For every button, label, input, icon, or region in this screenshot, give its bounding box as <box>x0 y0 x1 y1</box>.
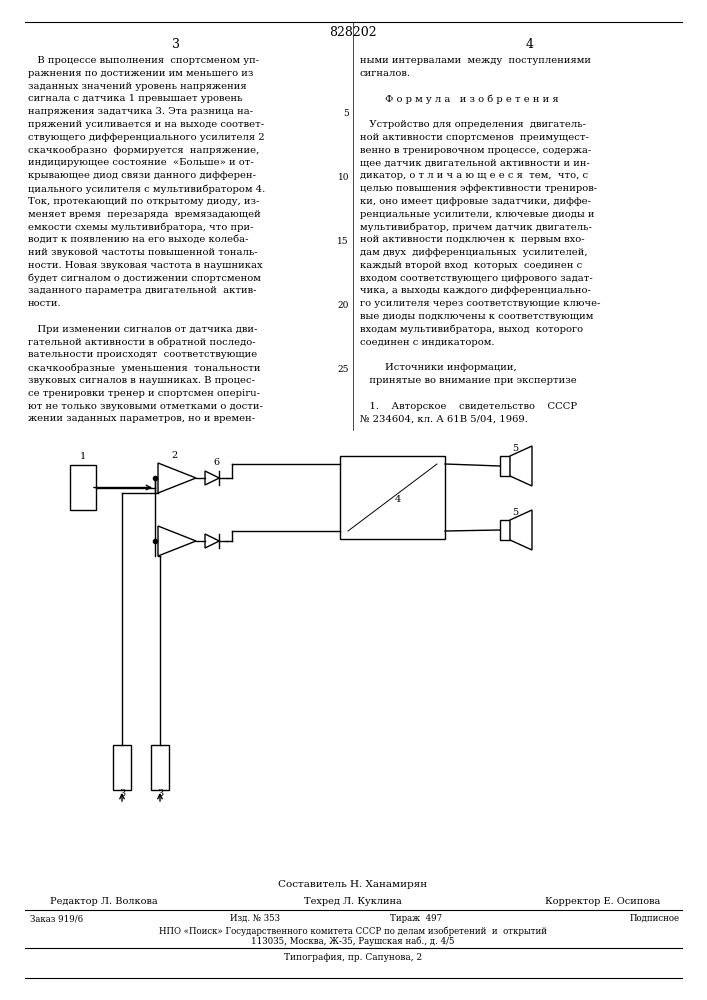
Text: 113035, Москва, Ж-35, Раушская наб., д. 4/5: 113035, Москва, Ж-35, Раушская наб., д. … <box>251 937 455 946</box>
Text: Корректор Е. Осипова: Корректор Е. Осипова <box>545 897 660 906</box>
Text: щее датчик двигательной активности и ин-: щее датчик двигательной активности и ин- <box>360 158 590 167</box>
Text: 5: 5 <box>512 508 518 517</box>
Text: 1: 1 <box>80 452 86 461</box>
Text: ной активности спортсменов  преимущест-: ной активности спортсменов преимущест- <box>360 133 589 142</box>
Text: водит к появлению на его выходе колеба-: водит к появлению на его выходе колеба- <box>28 235 248 244</box>
Text: ности. Новая звуковая частота в наушниках: ности. Новая звуковая частота в наушника… <box>28 261 262 270</box>
Text: Заказ 919/6: Заказ 919/6 <box>30 914 83 923</box>
Text: венно в тренировочном процессе, содержа-: венно в тренировочном процессе, содержа- <box>360 146 591 155</box>
Text: При изменении сигналов от датчика дви-: При изменении сигналов от датчика дви- <box>28 325 257 334</box>
Text: Источники информации,: Источники информации, <box>360 363 517 372</box>
Text: Типография, пр. Сапунова, 2: Типография, пр. Сапунова, 2 <box>284 953 422 962</box>
Text: ют не только звуковыми отметками о дости-: ют не только звуковыми отметками о дости… <box>28 402 263 411</box>
Text: сигналов.: сигналов. <box>360 69 411 78</box>
Text: 3: 3 <box>119 789 125 798</box>
Text: го усилителя через соответствующие ключе-: го усилителя через соответствующие ключе… <box>360 299 600 308</box>
Text: жении заданных параметров, но и времен-: жении заданных параметров, но и времен- <box>28 414 255 423</box>
Text: 25: 25 <box>337 365 349 374</box>
Text: заданных значений уровень напряжения: заданных значений уровень напряжения <box>28 82 247 91</box>
Text: ки, оно имеет цифровые задатчики, диффе-: ки, оно имеет цифровые задатчики, диффе- <box>360 197 591 206</box>
Text: напряжения задатчика 3. Эта разница на-: напряжения задатчика 3. Эта разница на- <box>28 107 253 116</box>
Text: чика, а выходы каждого дифференциально-: чика, а выходы каждого дифференциально- <box>360 286 591 295</box>
Text: Подписное: Подписное <box>630 914 680 923</box>
Text: пряжений усиливается и на выходе соответ-: пряжений усиливается и на выходе соответ… <box>28 120 264 129</box>
Text: циального усилителя с мультивибратором 4.: циального усилителя с мультивибратором 4… <box>28 184 265 194</box>
Polygon shape <box>510 510 532 550</box>
Bar <box>70 465 96 510</box>
Text: 10: 10 <box>337 173 349 182</box>
Text: Редактор Л. Волкова: Редактор Л. Волкова <box>50 897 158 906</box>
Text: Устройство для определения  двигатель-: Устройство для определения двигатель- <box>360 120 586 129</box>
Text: мультивибратор, причем датчик двигатель-: мультивибратор, причем датчик двигатель- <box>360 222 592 232</box>
Polygon shape <box>205 471 219 485</box>
Text: вые диоды подключены к соответствующим: вые диоды подключены к соответствующим <box>360 312 593 321</box>
Text: Тираж  497: Тираж 497 <box>390 914 442 923</box>
Text: Техред Л. Куклина: Техред Л. Куклина <box>304 897 402 906</box>
Text: сигнала с датчика 1 превышает уровень: сигнала с датчика 1 превышает уровень <box>28 94 243 103</box>
Text: заданного параметра двигательной  актив-: заданного параметра двигательной актив- <box>28 286 257 295</box>
Text: Изд. № 353: Изд. № 353 <box>230 914 280 923</box>
Text: В процессе выполнения  спортсменом уп-: В процессе выполнения спортсменом уп- <box>28 56 259 65</box>
Bar <box>500 520 510 540</box>
Text: се тренировки тренер и спортсмен оперiru-: се тренировки тренер и спортсмен оперiru… <box>28 389 260 398</box>
Text: НПО «Поиск» Государственного комитета СССР по делам изобретений  и  открытий: НПО «Поиск» Государственного комитета СС… <box>159 926 547 936</box>
Text: Ток, протекающий по открытому диоду, из-: Ток, протекающий по открытому диоду, из- <box>28 197 259 206</box>
Text: будет сигналом о достижении спортсменом: будет сигналом о достижении спортсменом <box>28 274 261 283</box>
Bar <box>113 745 131 790</box>
Bar <box>500 456 510 476</box>
Text: 828202: 828202 <box>329 25 377 38</box>
Text: целью повышения эффективности трениров-: целью повышения эффективности трениров- <box>360 184 597 193</box>
Text: дам двух  дифференциальных  усилителей,: дам двух дифференциальных усилителей, <box>360 248 588 257</box>
Text: 5: 5 <box>343 109 349 118</box>
Text: гательной активности в обратной последо-: гательной активности в обратной последо- <box>28 338 256 347</box>
Text: индицирующее состояние  «Больше» и от-: индицирующее состояние «Больше» и от- <box>28 158 254 167</box>
Text: ний звуковой частоты повышенной тональ-: ний звуковой частоты повышенной тональ- <box>28 248 257 257</box>
Polygon shape <box>205 534 219 548</box>
Text: емкости схемы мультивибратора, что при-: емкости схемы мультивибратора, что при- <box>28 222 254 232</box>
Text: 4: 4 <box>526 37 534 50</box>
Bar <box>151 745 169 790</box>
Text: № 234604, кл. А 61В 5/04, 1969.: № 234604, кл. А 61В 5/04, 1969. <box>360 414 528 423</box>
Text: ности.: ности. <box>28 299 62 308</box>
Text: 5: 5 <box>512 444 518 453</box>
Text: звуковых сигналов в наушниках. В процес-: звуковых сигналов в наушниках. В процес- <box>28 376 255 385</box>
Text: вательности происходят  соответствующие: вательности происходят соответствующие <box>28 350 257 359</box>
Text: 20: 20 <box>338 301 349 310</box>
Text: 2: 2 <box>172 451 178 460</box>
Text: 6: 6 <box>213 458 219 467</box>
Text: Ф о р м у л а   и з о б р е т е н и я: Ф о р м у л а и з о б р е т е н и я <box>360 94 559 104</box>
Text: Составитель Н. Ханамирян: Составитель Н. Ханамирян <box>279 880 428 889</box>
Polygon shape <box>158 526 196 556</box>
Text: 3: 3 <box>157 789 163 798</box>
Text: соединен с индикатором.: соединен с индикатором. <box>360 338 494 347</box>
Text: скачкообразно  формируется  напряжение,: скачкообразно формируется напряжение, <box>28 146 259 155</box>
Text: ренциальные усилители, ключевые диоды и: ренциальные усилители, ключевые диоды и <box>360 210 595 219</box>
Text: входом соответствующего цифрового задат-: входом соответствующего цифрового задат- <box>360 274 592 283</box>
Text: меняет время  перезаряда  времязадающей: меняет время перезаряда времязадающей <box>28 210 261 219</box>
Text: 4: 4 <box>395 495 401 504</box>
Text: ными интервалами  между  поступлениями: ными интервалами между поступлениями <box>360 56 591 65</box>
Text: входам мультивибратора, выход  которого: входам мультивибратора, выход которого <box>360 325 583 334</box>
Text: ражнения по достижении им меньшего из: ражнения по достижении им меньшего из <box>28 69 253 78</box>
Text: 15: 15 <box>337 237 349 246</box>
Text: 3: 3 <box>172 37 180 50</box>
Bar <box>340 456 445 539</box>
Text: принятые во внимание при экспертизе: принятые во внимание при экспертизе <box>360 376 577 385</box>
Text: крывающее диод связи данного дифферен-: крывающее диод связи данного дифферен- <box>28 171 256 180</box>
Text: ствующего дифференциального усилителя 2: ствующего дифференциального усилителя 2 <box>28 133 264 142</box>
Text: каждый второй вход  которых  соединен с: каждый второй вход которых соединен с <box>360 261 583 270</box>
Text: скачкообразные  уменьшения  тональности: скачкообразные уменьшения тональности <box>28 363 260 373</box>
Text: дикатор, о т л и ч а ю щ е е с я  тем,  что, с: дикатор, о т л и ч а ю щ е е с я тем, чт… <box>360 171 588 180</box>
Polygon shape <box>510 446 532 486</box>
Text: 1.    Авторское    свидетельство    СССР: 1. Авторское свидетельство СССР <box>360 402 577 411</box>
Polygon shape <box>158 463 196 493</box>
Text: ной активности подключен к  первым вхо-: ной активности подключен к первым вхо- <box>360 235 585 244</box>
